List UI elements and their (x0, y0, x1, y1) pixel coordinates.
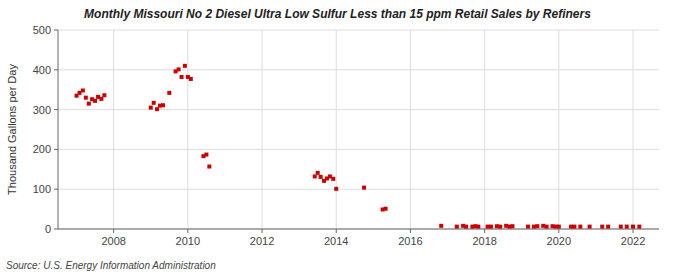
point (331, 177, 335, 181)
point (535, 224, 539, 228)
x-tick (187, 229, 188, 233)
points (75, 64, 642, 229)
y-tick-label: 400 (33, 64, 51, 76)
y-tick-label: 500 (33, 24, 51, 36)
x-grid-line (262, 30, 263, 229)
y-grid-line (58, 109, 659, 110)
point (588, 225, 592, 229)
point (631, 225, 635, 229)
y-axis-label: Thousand Gallons per Day (6, 64, 18, 195)
axes: 2008 2010 2012 2014 2016 2018 2020 2022 0 100 200 3… (33, 24, 659, 247)
point (180, 75, 184, 79)
y-tick (54, 30, 58, 31)
x-grid-line (113, 30, 114, 229)
x-tick-label: 2020 (547, 235, 571, 247)
y-grid-line (58, 30, 659, 31)
point (455, 225, 459, 229)
x-tick-label: 2016 (398, 235, 422, 247)
y-tick-label: 100 (33, 183, 51, 195)
point (204, 153, 208, 157)
point (439, 224, 443, 228)
x-grid-line (558, 30, 559, 229)
point (578, 225, 582, 229)
x-grid-line (410, 30, 411, 229)
point (87, 102, 91, 106)
x-tick (633, 229, 634, 233)
y-tick (54, 109, 58, 110)
x-tick (410, 229, 411, 233)
point (526, 225, 530, 229)
x-tick-label: 2022 (621, 235, 645, 247)
point (102, 93, 106, 97)
y-grid-line (58, 69, 659, 70)
x-tick-label: 2008 (101, 235, 125, 247)
point (81, 88, 85, 92)
x-tick-label: 2010 (176, 235, 200, 247)
point (476, 225, 480, 229)
y-tick (54, 149, 58, 150)
y-grid-line (58, 229, 659, 230)
point (334, 187, 338, 191)
point (510, 224, 514, 228)
x-tick-label: 2014 (324, 235, 348, 247)
point (498, 225, 502, 229)
y-grid-line (58, 149, 659, 150)
point (606, 225, 610, 229)
x-grid-line (633, 30, 634, 229)
point (189, 77, 193, 81)
point (149, 106, 153, 110)
x-grid-line (187, 30, 188, 229)
y-tick (54, 229, 58, 230)
point (572, 225, 576, 229)
point (167, 91, 171, 95)
y-tick (54, 189, 58, 190)
point (545, 225, 549, 229)
x-tick (558, 229, 559, 233)
y-tick (54, 69, 58, 70)
point (84, 96, 88, 100)
x-tick-label: 2018 (472, 235, 496, 247)
x-tick (336, 229, 337, 233)
x-tick-label: 2012 (250, 235, 274, 247)
chart: 2008 2010 2012 2014 2016 2018 2020 2022 0 100 200 3… (0, 0, 675, 275)
point (99, 97, 103, 101)
y-tick-label: 300 (33, 104, 51, 116)
point (557, 225, 561, 229)
point (313, 174, 317, 178)
title: Monthly Missouri No 2 Diesel Ultra Low S… (84, 7, 591, 21)
annotation: Source: U.S. Energy Information Administ… (6, 260, 216, 271)
x-tick (262, 229, 263, 233)
point (183, 64, 187, 68)
x-axis-line (58, 229, 659, 230)
point (600, 225, 604, 229)
x-tick (113, 229, 114, 233)
point (155, 107, 159, 111)
page: {"chart_data": { "type": "scatter", "tit… (0, 0, 675, 275)
point (637, 225, 641, 229)
point (619, 225, 623, 229)
point (625, 225, 629, 229)
point (152, 101, 156, 105)
point (207, 165, 211, 169)
x-grid-line (484, 30, 485, 229)
y-axis-line (58, 30, 59, 229)
point (384, 207, 388, 211)
x-grid-line (336, 30, 337, 229)
point (161, 103, 165, 107)
point (177, 67, 181, 71)
grid (58, 30, 659, 229)
point (319, 175, 323, 179)
y-tick-label: 0 (45, 223, 51, 235)
y-grid-line (58, 189, 659, 190)
y-tick-label: 200 (33, 143, 51, 155)
point (362, 186, 366, 190)
x-tick (484, 229, 485, 233)
point (93, 99, 97, 103)
point (489, 225, 493, 229)
point (464, 225, 468, 229)
point (316, 171, 320, 175)
